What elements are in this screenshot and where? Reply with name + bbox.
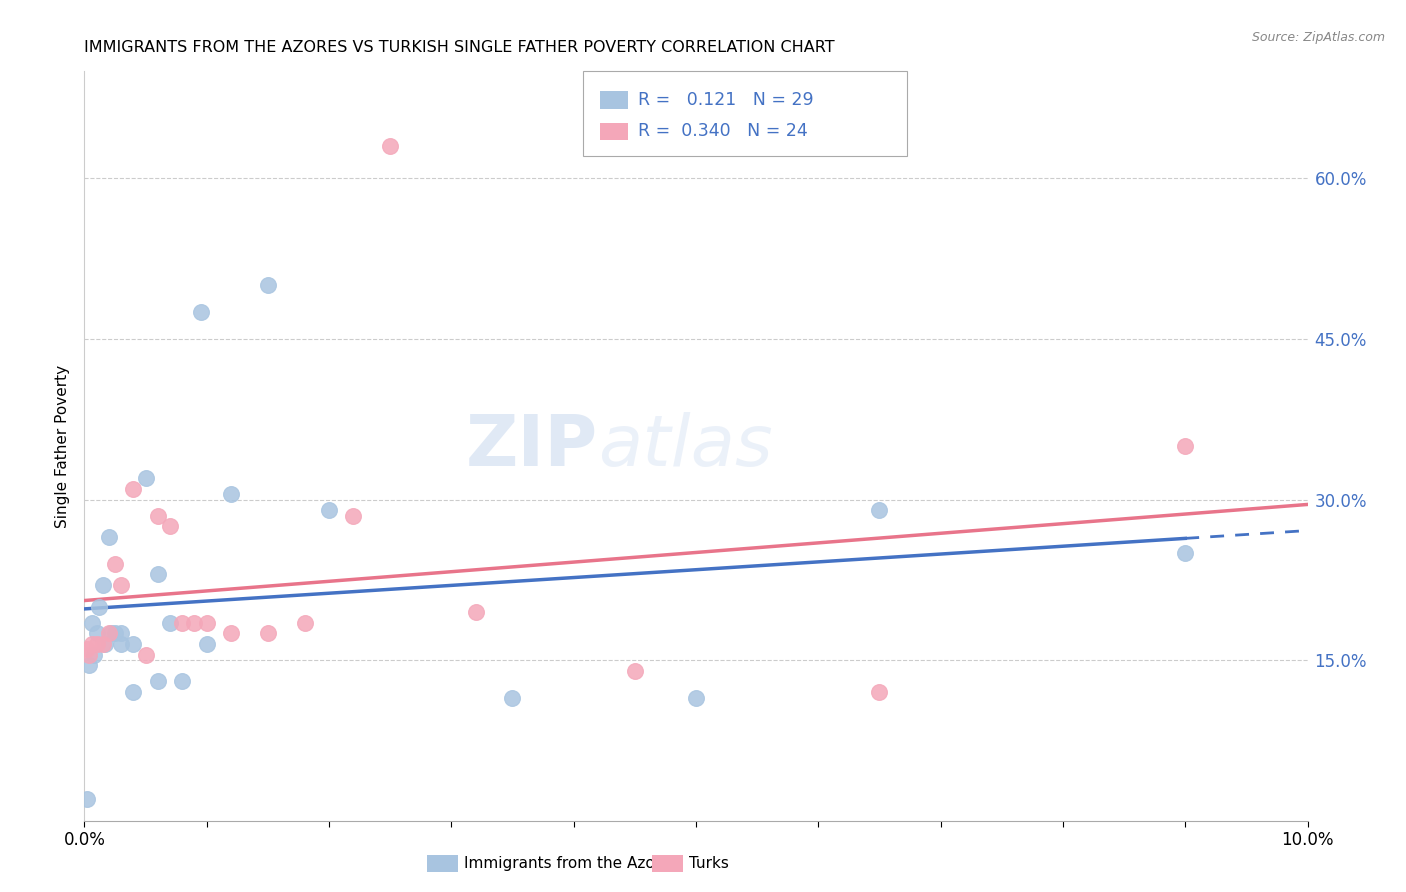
Point: [294, 615, 316, 630]
Point: [195, 615, 218, 630]
Text: atlas: atlas: [598, 411, 773, 481]
Point: [342, 508, 364, 523]
Point: [183, 615, 205, 630]
Point: [685, 690, 707, 705]
Point: [172, 674, 194, 689]
Point: [104, 557, 127, 571]
Point: [100, 626, 122, 640]
Point: [146, 508, 169, 523]
Point: [86, 626, 108, 640]
Point: [76, 792, 98, 806]
Point: [122, 637, 145, 651]
Point: [380, 139, 402, 153]
Point: [76, 642, 98, 657]
Point: [1174, 439, 1197, 453]
Point: [159, 615, 181, 630]
Point: [91, 578, 114, 592]
Text: Turks: Turks: [689, 856, 728, 871]
Point: [110, 626, 132, 640]
Point: [110, 578, 132, 592]
Point: [86, 637, 108, 651]
Point: [91, 637, 114, 651]
Point: [97, 530, 120, 544]
Point: [219, 487, 242, 501]
Text: Source: ZipAtlas.com: Source: ZipAtlas.com: [1251, 31, 1385, 45]
Point: [464, 605, 486, 619]
Point: [219, 626, 242, 640]
Point: [190, 305, 212, 319]
Point: [110, 637, 132, 651]
Point: [1174, 546, 1197, 560]
Text: IMMIGRANTS FROM THE AZORES VS TURKISH SINGLE FATHER POVERTY CORRELATION CHART: IMMIGRANTS FROM THE AZORES VS TURKISH SI…: [84, 40, 835, 55]
Point: [94, 637, 117, 651]
Point: [122, 482, 145, 496]
Point: [869, 685, 891, 699]
Point: [83, 648, 105, 662]
Text: ZIP: ZIP: [465, 411, 598, 481]
Point: [257, 626, 280, 640]
Point: [135, 471, 157, 485]
Point: [104, 626, 127, 640]
Text: R =  0.340   N = 24: R = 0.340 N = 24: [638, 122, 808, 140]
Point: [172, 615, 194, 630]
Text: Immigrants from the Azores: Immigrants from the Azores: [464, 856, 678, 871]
Point: [135, 648, 157, 662]
Text: R =   0.121   N = 29: R = 0.121 N = 29: [638, 91, 814, 109]
Point: [869, 503, 891, 517]
Point: [80, 637, 103, 651]
Point: [146, 674, 169, 689]
Point: [122, 685, 145, 699]
Point: [77, 648, 100, 662]
Point: [146, 567, 169, 582]
Point: [502, 690, 524, 705]
Y-axis label: Single Father Poverty: Single Father Poverty: [55, 365, 70, 527]
Point: [624, 664, 647, 678]
Point: [77, 658, 100, 673]
Point: [87, 599, 110, 614]
Point: [80, 615, 103, 630]
Point: [195, 637, 218, 651]
Point: [318, 503, 340, 517]
Point: [97, 626, 120, 640]
Point: [159, 519, 181, 533]
Point: [257, 278, 280, 293]
